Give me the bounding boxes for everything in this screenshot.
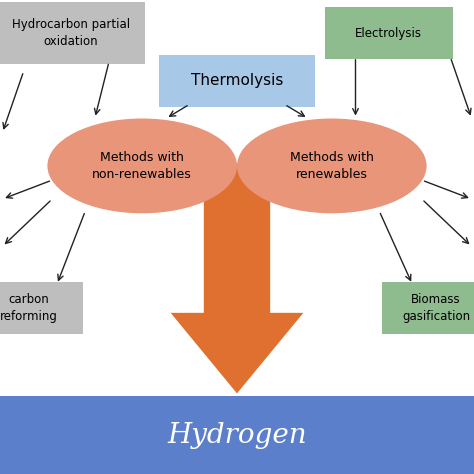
FancyBboxPatch shape [325,7,453,59]
Ellipse shape [237,118,427,213]
Text: Electrolysis: Electrolysis [355,27,422,40]
Text: carbon
reforming: carbon reforming [0,293,57,323]
Text: Thermolysis: Thermolysis [191,73,283,88]
Polygon shape [171,164,303,393]
Text: Biomass
gasification: Biomass gasification [402,293,470,323]
FancyBboxPatch shape [382,282,474,334]
FancyBboxPatch shape [159,55,315,107]
Text: Methods with
renewables: Methods with renewables [290,151,374,181]
FancyBboxPatch shape [0,396,474,474]
Text: Methods with
non-renewables: Methods with non-renewables [92,151,192,181]
Ellipse shape [47,118,237,213]
Text: Hydrocarbon partial
oxidation: Hydrocarbon partial oxidation [12,18,130,48]
FancyBboxPatch shape [0,282,83,334]
FancyBboxPatch shape [0,2,145,64]
Text: Hydrogen: Hydrogen [167,422,307,448]
